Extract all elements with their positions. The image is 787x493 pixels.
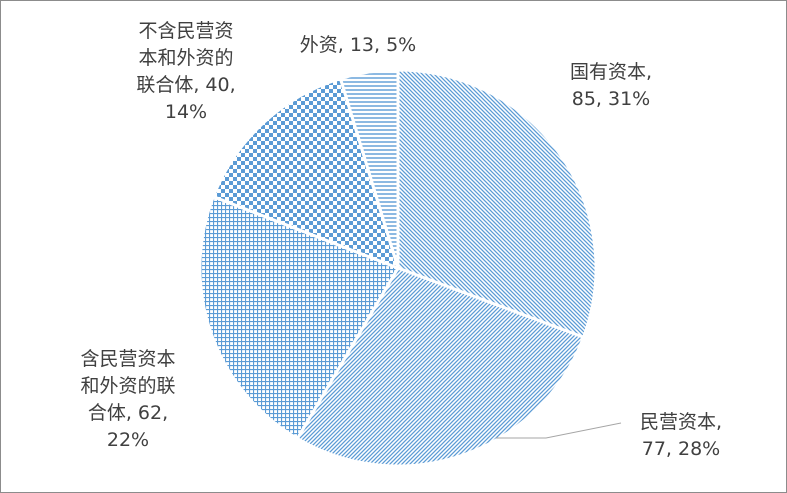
pie-slice-buhanminying	[211, 76, 401, 271]
slice-label-guoyou: 国有资本, 85, 31%	[569, 61, 653, 110]
slice-label-minying: 民营资本, 77, 28%	[639, 411, 723, 460]
leader-line-minying	[496, 422, 622, 439]
pie-slice-hanminying	[198, 194, 401, 441]
slice-label-waizi: 外资, 13, 5%	[299, 34, 417, 56]
pie-slice-waizi	[338, 68, 400, 269]
slice-label-buhanminying: 不含民营资 本和外资的 联合体, 40, 14%	[136, 20, 236, 123]
pie-slice-guoyou	[396, 68, 598, 340]
slice-label-hanminying: 含民营资本 和外资的联 合体, 62, 22%	[80, 348, 176, 451]
